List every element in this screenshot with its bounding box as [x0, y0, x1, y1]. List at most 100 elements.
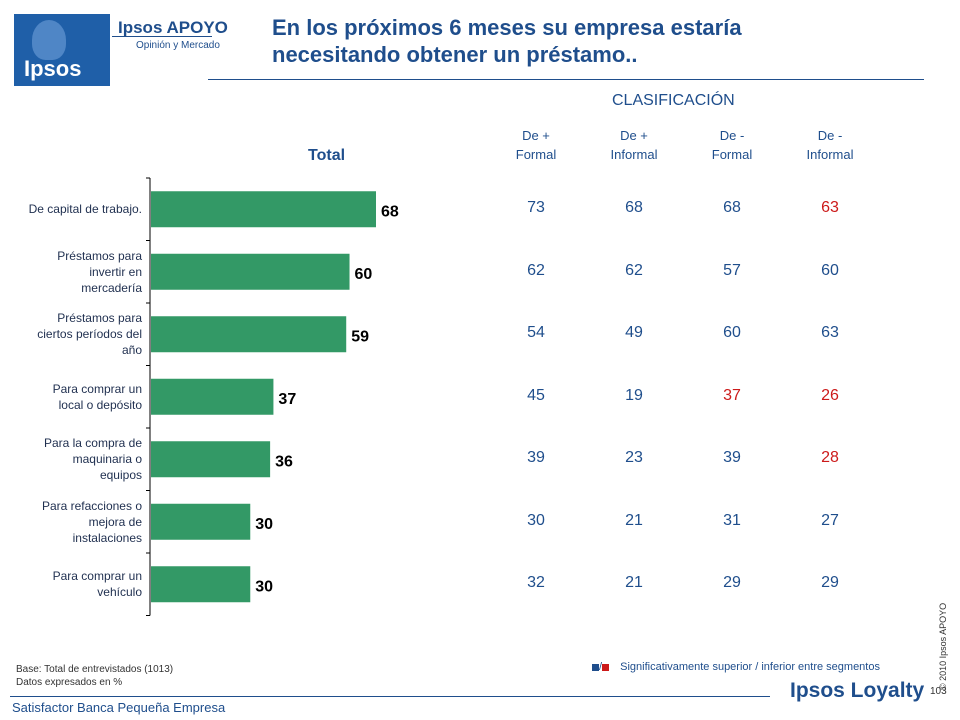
table-cell: 29 — [821, 574, 839, 592]
bar — [151, 378, 274, 415]
category-label-line: local o depósito — [58, 397, 142, 412]
category-label-line: De capital de trabajo. — [28, 202, 142, 217]
classification-heading: CLASIFICACIÓN — [612, 92, 735, 109]
footer-report-name: Satisfactor Banca Pequeña Empresa — [12, 700, 226, 715]
category-label: De capital de trabajo. — [10, 201, 142, 217]
table-cell: 32 — [527, 574, 545, 592]
significance-legend: / Significativamente superior / inferior… — [592, 661, 880, 673]
category-label: Para comprar un vehículo — [10, 568, 142, 600]
category-label-line: Préstamos para — [57, 248, 142, 263]
category-label-line: vehículo — [97, 585, 142, 600]
table-cell: 30 — [527, 511, 545, 529]
column-header-informal-minus: De - Informal — [790, 126, 870, 164]
bar-value-label: 59 — [351, 328, 369, 345]
table-cell: 37 — [723, 386, 741, 404]
bar-value-label: 60 — [355, 266, 373, 283]
table-cell: 73 — [527, 199, 545, 217]
category-label-line: Para refacciones o — [41, 498, 142, 513]
table-cell: 63 — [821, 324, 839, 342]
table-cell: 68 — [723, 199, 741, 217]
category-label-line: ciertos períodos del — [37, 327, 142, 342]
column-header-informal-plus: De + Informal — [594, 126, 674, 164]
title-divider — [208, 79, 924, 80]
page-title: En los próximos 6 meses su empresa estar… — [272, 14, 912, 68]
base-note-line: Base: Total de entrevistados (1013) — [16, 664, 174, 675]
category-label-line: Préstamos para — [57, 311, 142, 326]
table-cell: 49 — [625, 324, 643, 342]
company-logo: Ipsos Ipsos APOYO Opinión y Mercado — [14, 14, 228, 86]
inferior-swatch-icon — [602, 663, 610, 671]
bar — [151, 566, 251, 603]
bar — [151, 191, 376, 228]
column-header-line: Formal — [515, 147, 557, 162]
category-label-line: equipos — [99, 468, 142, 483]
table-cell: 63 — [821, 199, 839, 217]
table-cell: 68 — [625, 199, 643, 217]
bar — [151, 316, 347, 353]
category-label: Préstamos para ciertos períodos del año — [10, 310, 142, 358]
chart-title: Total — [308, 147, 346, 164]
category-label-line: invertir en — [89, 264, 142, 279]
table-cell: 19 — [625, 386, 643, 404]
footer-brand-logo: Ipsos Loyalty — [790, 679, 925, 702]
title-line-2: necesitando obtener un préstamo.. — [272, 42, 638, 67]
column-header-line: De - — [817, 128, 843, 143]
table-cell: 60 — [723, 324, 741, 342]
bar-value-label: 37 — [278, 391, 296, 408]
superior-swatch-icon — [592, 663, 599, 671]
logo-apoyo-text: Ipsos APOYO — [118, 18, 228, 37]
table-cell: 57 — [723, 261, 741, 279]
base-note: Base: Total de entrevistados (1013) Dato… — [16, 663, 173, 689]
column-header-line: De + — [620, 128, 648, 143]
footer-divider — [10, 696, 770, 697]
column-header-line: De + — [522, 128, 550, 143]
bar-value-label: 68 — [381, 203, 399, 220]
bar — [151, 441, 271, 478]
table-cell: 31 — [723, 511, 741, 529]
category-label-line: año — [121, 343, 142, 358]
column-header-line: Informal — [610, 147, 658, 162]
bar-chart: 68 60 59 37 36 30 30 — [146, 177, 399, 616]
table-cell: 29 — [723, 574, 741, 592]
category-label-line: mercadería — [81, 280, 142, 295]
base-note-line: Datos expresados en % — [16, 677, 123, 688]
logo-ipsos-text: Ipsos — [24, 56, 82, 81]
category-label-line: Para comprar un — [52, 569, 142, 584]
legend-separator: / — [599, 661, 603, 673]
title-line-1: En los próximos 6 meses su empresa estar… — [272, 15, 742, 40]
page-number: 103 — [930, 686, 947, 697]
table-cell: 21 — [625, 511, 643, 529]
legend-text: Significativamente superior / inferior e… — [620, 661, 880, 673]
category-label: Para la compra de maquinaria o equipos — [10, 435, 142, 483]
category-label: Préstamos para invertir en mercadería — [10, 248, 142, 296]
category-label-line: maquinaria o — [72, 452, 142, 467]
column-header-line: Formal — [711, 147, 753, 162]
column-header-formal-plus: De + Formal — [496, 126, 576, 164]
category-label-line: Para comprar un — [52, 381, 142, 396]
logo-subtitle: Opinión y Mercado — [136, 40, 220, 51]
table-cell: 28 — [821, 449, 839, 467]
table-cell: 62 — [625, 261, 643, 279]
bar — [151, 253, 350, 290]
column-header-line: De - — [719, 128, 745, 143]
table-cell: 60 — [821, 261, 839, 279]
table-cell: 54 — [527, 324, 545, 342]
logo-head-icon — [32, 20, 66, 60]
bar — [151, 503, 251, 540]
category-label: Para refacciones o mejora de instalaciones — [10, 498, 142, 546]
bar-value-label: 30 — [255, 578, 273, 595]
table-cell: 39 — [723, 449, 741, 467]
category-label-line: mejora de — [88, 514, 142, 529]
copyright: © 2010 Ipsos APOYO — [938, 602, 948, 690]
table-cell: 26 — [821, 386, 839, 404]
column-header-formal-minus: De - Formal — [692, 126, 772, 164]
category-label-line: instalaciones — [72, 530, 142, 545]
logo-divider — [112, 36, 212, 37]
bar-value-label: 36 — [275, 453, 293, 470]
column-header-line: Informal — [806, 147, 854, 162]
table-cell: 23 — [625, 449, 643, 467]
table-cell: 62 — [527, 261, 545, 279]
table-cell: 27 — [821, 511, 839, 529]
table-cell: 45 — [527, 386, 545, 404]
category-label-line: Para la compra de — [43, 436, 142, 451]
